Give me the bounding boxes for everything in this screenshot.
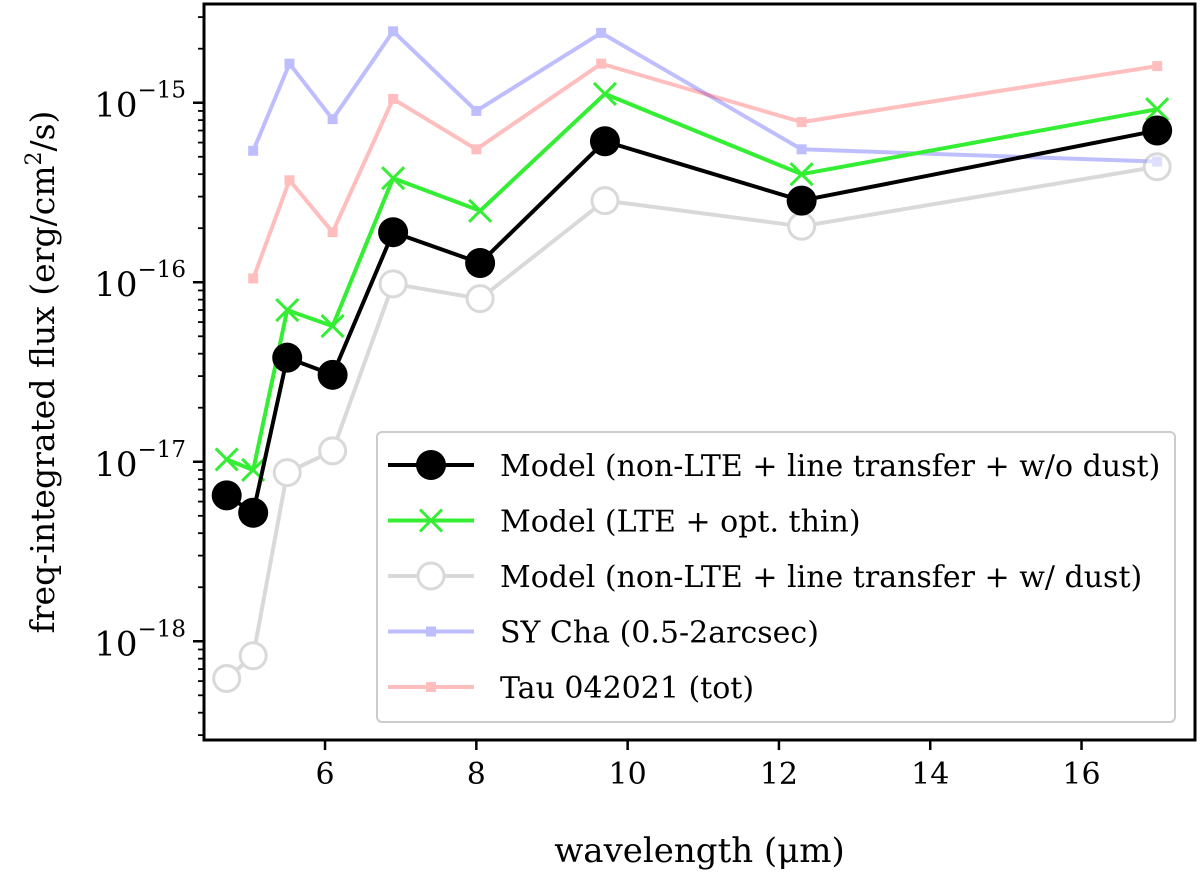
data-point	[465, 247, 496, 278]
data-point	[248, 145, 259, 156]
data-point	[327, 114, 338, 125]
data-point	[1145, 97, 1170, 122]
data-point	[590, 186, 620, 216]
y-tick-label: 10−15	[94, 78, 186, 126]
data-point	[787, 211, 817, 241]
plot-frame	[202, 2, 1197, 742]
legend-entry: SY Cha (0.5-2arcsec)	[388, 616, 819, 651]
legend-box	[376, 431, 1176, 723]
data-point	[238, 497, 269, 528]
data-point	[320, 314, 345, 339]
data-point	[592, 81, 617, 106]
data-point	[238, 641, 268, 671]
y-axis-title-end: /s)	[23, 111, 62, 152]
series-line-0	[251, 29, 1158, 164]
series-line-3	[225, 91, 1158, 472]
data-point	[381, 166, 406, 191]
legend-label: SY Cha (0.5-2arcsec)	[500, 616, 819, 651]
legend-handle	[388, 682, 474, 692]
legend-entry: Model (non-LTE + line transfer + w/o dus…	[388, 449, 1160, 484]
series-0	[248, 26, 1163, 167]
data-point	[248, 273, 259, 284]
legend-handle	[388, 561, 474, 591]
data-point	[272, 342, 303, 373]
data-point	[786, 185, 817, 216]
series-2	[212, 152, 1172, 694]
data-point	[275, 297, 300, 323]
data-point	[317, 359, 348, 390]
legend-marker	[416, 561, 446, 591]
x-tick-label: 10	[609, 757, 647, 792]
x-tick-label: 14	[911, 757, 949, 792]
data-point	[284, 175, 295, 186]
y-tick-label: 10−18	[94, 616, 186, 664]
legend-marker	[416, 450, 446, 480]
y-tick-label: 10−17	[94, 437, 186, 485]
y-tick-label: 10−16	[94, 257, 186, 305]
y-axis-title-superscript: 2	[22, 152, 47, 166]
data-point	[214, 447, 239, 472]
data-point	[318, 436, 348, 466]
data-point	[465, 284, 495, 314]
data-point	[471, 144, 482, 155]
series-4	[211, 115, 1173, 528]
data-point	[468, 198, 493, 223]
y-axis-title: freq-integrated flux (erg/cm2/s)	[22, 111, 62, 634]
data-layer	[211, 26, 1173, 694]
data-point	[1152, 61, 1163, 72]
data-point	[388, 26, 399, 37]
legend-marker	[426, 682, 436, 692]
legend-entry: Model (non-LTE + line transfer + w/ dust…	[388, 560, 1142, 595]
data-point	[212, 664, 242, 694]
legend-marker	[426, 626, 436, 637]
legend-label: Model (LTE + opt. thin)	[500, 505, 861, 540]
legend-marker	[418, 508, 444, 533]
data-point	[796, 117, 807, 128]
data-point	[378, 217, 409, 248]
data-point	[589, 126, 620, 157]
x-tick-label: 6	[315, 757, 334, 792]
data-point	[596, 27, 607, 38]
data-point	[388, 93, 399, 104]
y-axis-title-main: freq-integrated flux (erg/cm	[23, 166, 62, 634]
axes-layer: 6 8 10 12 14 16 10−18 10−17 10−16 10−15	[94, 16, 1101, 792]
data-point	[1142, 115, 1173, 146]
data-point	[596, 58, 607, 69]
x-axis-title: wavelength (μm)	[554, 831, 845, 871]
x-tick-label: 8	[467, 757, 486, 792]
legend-label: Model (non-LTE + line transfer + w/ dust…	[500, 560, 1142, 595]
legend: Model (non-LTE + line transfer + w/o dus…	[376, 431, 1176, 723]
legend-entry: Model (LTE + opt. thin)	[388, 505, 861, 540]
x-tick-label: 16	[1062, 757, 1100, 792]
legend-handle	[388, 626, 474, 637]
data-point	[211, 480, 242, 511]
legend-handle	[388, 450, 474, 480]
legend-label: Model (non-LTE + line transfer + w/o dus…	[500, 449, 1160, 484]
data-point	[284, 58, 295, 69]
series-1	[248, 58, 1163, 284]
data-point	[471, 105, 482, 116]
legend-entry: Tau 042021 (tot)	[388, 671, 754, 706]
legend-label: Tau 042021 (tot)	[500, 671, 754, 706]
data-point	[327, 227, 338, 238]
data-point	[378, 269, 408, 299]
data-point	[789, 162, 814, 187]
series-3	[214, 81, 1170, 483]
data-point	[796, 144, 807, 155]
series-line-1	[251, 61, 1158, 280]
data-point	[1142, 152, 1172, 182]
legend-handle	[388, 508, 474, 533]
x-tick-label: 12	[760, 757, 798, 792]
data-point	[272, 458, 302, 488]
